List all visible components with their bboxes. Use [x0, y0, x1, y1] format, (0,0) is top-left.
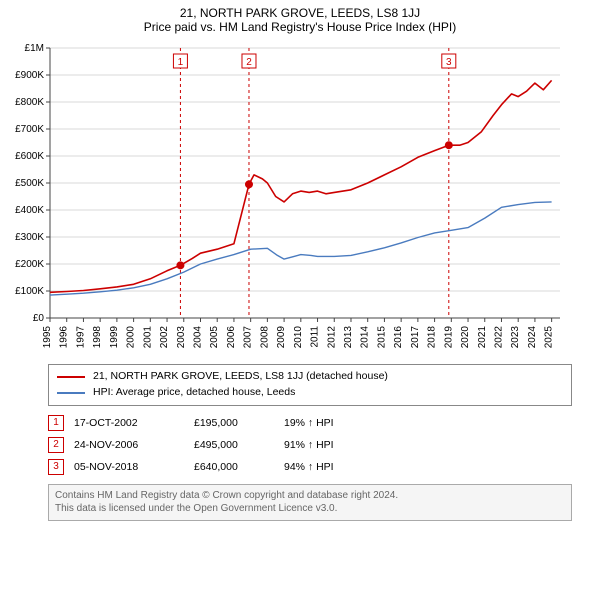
legend-row: 21, NORTH PARK GROVE, LEEDS, LS8 1JJ (de…	[57, 369, 563, 385]
sales-row: 1 17-OCT-2002 £195,000 19% ↑ HPI	[48, 412, 572, 434]
chart-header: 21, NORTH PARK GROVE, LEEDS, LS8 1JJ Pri…	[8, 6, 592, 34]
svg-text:1999: 1999	[109, 326, 120, 349]
sale-date: 17-OCT-2002	[74, 417, 184, 429]
svg-text:2: 2	[246, 57, 252, 68]
sale-price: £640,000	[194, 461, 274, 473]
svg-text:£600K: £600K	[15, 151, 44, 162]
svg-text:2023: 2023	[510, 326, 521, 349]
svg-text:1: 1	[178, 57, 184, 68]
sale-date: 24-NOV-2006	[74, 439, 184, 451]
svg-text:2010: 2010	[293, 326, 304, 349]
chart-area: £0 £100K £200K £300K £400K £500K £600K £700K £80…	[8, 40, 592, 360]
svg-text:2004: 2004	[192, 326, 203, 349]
svg-text:£400K: £400K	[15, 205, 44, 216]
footer-attribution: Contains HM Land Registry data © Crown c…	[48, 484, 572, 521]
svg-text:2020: 2020	[460, 326, 471, 349]
svg-text:£1M: £1M	[25, 43, 44, 54]
sale-date: 05-NOV-2018	[74, 461, 184, 473]
svg-text:2018: 2018	[427, 326, 438, 349]
svg-text:£300K: £300K	[15, 232, 44, 243]
svg-text:2017: 2017	[410, 326, 421, 349]
svg-text:£800K: £800K	[15, 97, 44, 108]
chart-subtitle: Price paid vs. HM Land Registry's House …	[8, 20, 592, 34]
svg-text:2006: 2006	[226, 326, 237, 349]
svg-text:£0: £0	[33, 313, 45, 324]
svg-text:2014: 2014	[360, 326, 371, 349]
svg-text:1995: 1995	[42, 326, 53, 349]
sale-number-box: 2	[48, 437, 64, 453]
legend-swatch	[57, 376, 85, 378]
footer-line-2: This data is licensed under the Open Gov…	[55, 502, 565, 516]
svg-text:2025: 2025	[544, 326, 555, 349]
legend-row: HPI: Average price, detached house, Leed…	[57, 385, 563, 401]
sale-hpi: 91% ↑ HPI	[284, 439, 364, 451]
svg-text:2015: 2015	[376, 326, 387, 349]
sale-number-box: 3	[48, 459, 64, 475]
svg-text:2003: 2003	[176, 326, 187, 349]
svg-text:2011: 2011	[310, 326, 321, 348]
legend-label: 21, NORTH PARK GROVE, LEEDS, LS8 1JJ (de…	[93, 369, 388, 385]
svg-text:£900K: £900K	[15, 70, 44, 81]
svg-text:£700K: £700K	[15, 124, 44, 135]
svg-text:£500K: £500K	[15, 178, 44, 189]
svg-text:3: 3	[446, 57, 452, 68]
svg-text:2005: 2005	[209, 326, 220, 349]
svg-text:2001: 2001	[142, 326, 153, 349]
svg-text:2022: 2022	[493, 326, 504, 349]
svg-text:1996: 1996	[59, 326, 70, 349]
svg-text:1998: 1998	[92, 326, 103, 349]
svg-text:2008: 2008	[259, 326, 270, 349]
sale-hpi: 94% ↑ HPI	[284, 461, 364, 473]
sale-number-box: 1	[48, 415, 64, 431]
svg-text:2009: 2009	[276, 326, 287, 349]
sale-price: £195,000	[194, 417, 274, 429]
svg-text:£100K: £100K	[15, 286, 44, 297]
svg-text:2024: 2024	[527, 326, 538, 349]
legend-swatch	[57, 392, 85, 394]
sales-table: 1 17-OCT-2002 £195,000 19% ↑ HPI 2 24-NOV-200…	[48, 412, 572, 478]
svg-text:2012: 2012	[326, 326, 337, 349]
sale-hpi: 19% ↑ HPI	[284, 417, 364, 429]
chart-title: 21, NORTH PARK GROVE, LEEDS, LS8 1JJ	[8, 6, 592, 20]
svg-text:2002: 2002	[159, 326, 170, 349]
legend: 21, NORTH PARK GROVE, LEEDS, LS8 1JJ (de…	[48, 364, 572, 406]
footer-line-1: Contains HM Land Registry data © Crown c…	[55, 489, 565, 503]
sales-row: 3 05-NOV-2018 £640,000 94% ↑ HPI	[48, 456, 572, 478]
svg-text:£200K: £200K	[15, 259, 44, 270]
svg-text:2000: 2000	[126, 326, 137, 349]
sale-price: £495,000	[194, 439, 274, 451]
legend-label: HPI: Average price, detached house, Leed…	[93, 385, 295, 401]
sales-row: 2 24-NOV-2006 £495,000 91% ↑ HPI	[48, 434, 572, 456]
svg-text:2007: 2007	[243, 326, 254, 349]
svg-text:2021: 2021	[477, 326, 488, 349]
line-chart: £0 £100K £200K £300K £400K £500K £600K £700K £80…	[8, 40, 568, 360]
svg-text:2013: 2013	[343, 326, 354, 349]
svg-text:1997: 1997	[75, 326, 86, 349]
svg-text:2016: 2016	[393, 326, 404, 349]
svg-text:2019: 2019	[443, 326, 454, 349]
